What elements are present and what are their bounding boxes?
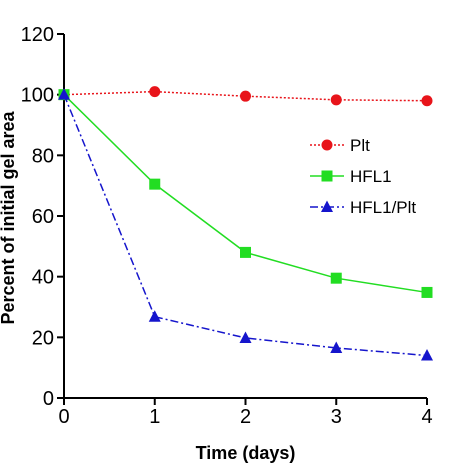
legend-label: Plt <box>350 136 370 155</box>
legend-marker <box>321 139 333 151</box>
data-point <box>421 95 433 107</box>
series-plt <box>58 86 433 107</box>
x-tick-label: 0 <box>58 406 69 428</box>
y-tick-label: 120 <box>21 24 54 46</box>
data-point <box>421 349 433 361</box>
x-tick-label: 3 <box>331 406 342 428</box>
series-hfl1 <box>58 89 433 298</box>
data-point <box>58 88 70 100</box>
x-tick-label: 4 <box>421 406 432 428</box>
y-tick-label: 100 <box>21 85 54 107</box>
data-point <box>421 286 433 298</box>
series-hfl1-plt <box>58 88 433 361</box>
data-point <box>240 90 251 102</box>
y-tick-label: 40 <box>32 267 54 289</box>
y-axis-title: Percent of initial gel area <box>0 110 18 324</box>
legend-label: HFL1/Plt <box>350 198 416 217</box>
data-point <box>330 94 342 106</box>
series-line <box>63 94 428 294</box>
legend-item: HFL1 <box>310 167 392 186</box>
series-line <box>63 94 428 357</box>
x-tick-label: 1 <box>149 406 160 428</box>
data-point <box>239 331 252 343</box>
data-point <box>149 178 161 190</box>
legend-label: HFL1 <box>350 167 392 186</box>
legend-marker <box>321 170 333 182</box>
data-point <box>330 341 343 353</box>
x-tick-label: 2 <box>240 406 251 428</box>
y-tick-label: 80 <box>32 145 54 167</box>
y-tick-label: 20 <box>32 327 54 349</box>
y-tick-label: 0 <box>43 388 54 410</box>
legend: Plt HFL1 HFL1/Plt <box>310 136 416 217</box>
series-layer <box>58 86 433 361</box>
x-axis-title: Time (days) <box>196 443 296 463</box>
legend-item: HFL1/Plt <box>310 198 416 217</box>
data-point <box>148 310 161 322</box>
data-point <box>149 86 161 98</box>
legend-marker <box>321 200 333 212</box>
data-point <box>330 272 342 284</box>
legend-item: Plt <box>310 136 370 155</box>
data-point <box>240 246 251 258</box>
y-tick-label: 60 <box>32 206 54 228</box>
axes: 0 20 40 60 80 100 120 0 1 2 3 4 <box>21 24 433 428</box>
